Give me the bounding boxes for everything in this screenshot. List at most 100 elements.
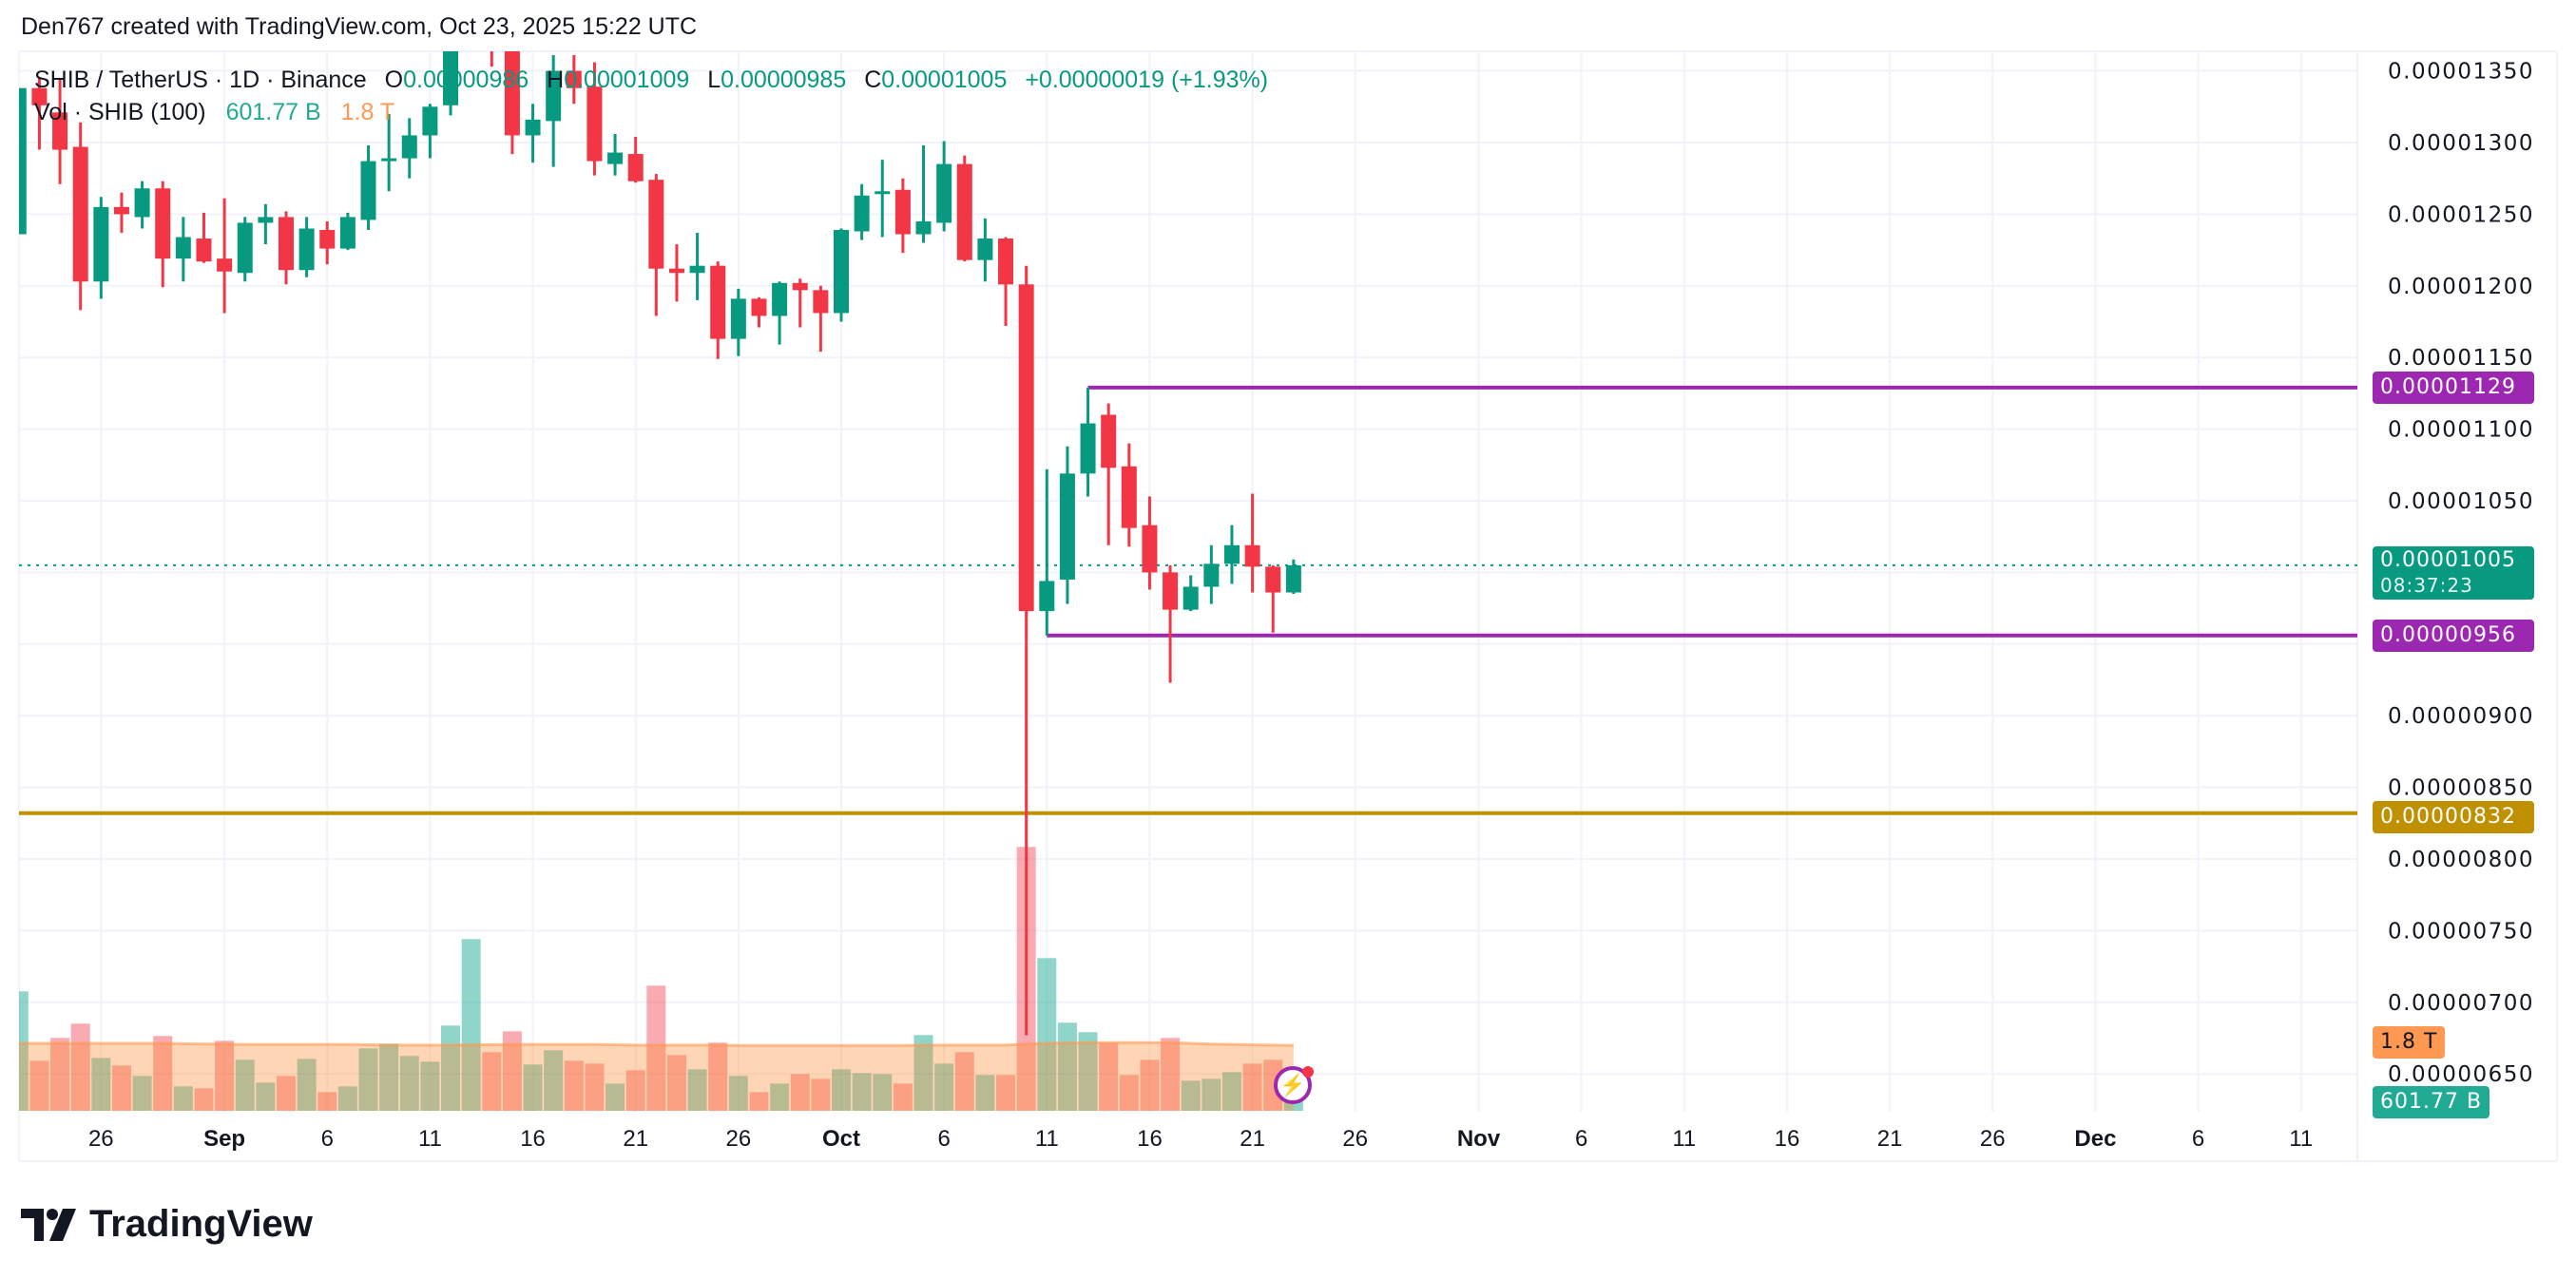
candle-body: [52, 112, 68, 150]
candle-body: [443, 51, 459, 105]
close-value: 0.00001005: [881, 67, 1008, 93]
volume-ma-line: [19, 1040, 1294, 1047]
candle: [93, 197, 109, 299]
candle: [525, 104, 541, 163]
time-tick-label: 6: [321, 1126, 334, 1152]
candle: [1223, 525, 1240, 584]
grid: [18, 50, 2558, 1162]
candle: [1039, 468, 1055, 636]
volume-axis-label: 601.77 B: [2373, 1086, 2490, 1118]
volume-bar: [749, 1092, 769, 1111]
time-axis[interactable]: 26 Sep 6 11 16 21 26 Oct 6 11 16 21 26 Nov 6 11 16 21 26 De…: [88, 1126, 2313, 1152]
candle: [1101, 403, 1117, 545]
candle-body: [772, 282, 788, 316]
volume-bar: [111, 1065, 131, 1111]
time-tick-label: 26: [1980, 1126, 2006, 1152]
candle: [196, 212, 212, 263]
time-tick-label: 16: [1137, 1126, 1163, 1152]
candle: [915, 145, 932, 243]
symbol-title[interactable]: SHIB / TetherUS · 1D · Binance: [34, 67, 367, 93]
candle-body: [1059, 473, 1075, 580]
volume-bar: [194, 1088, 214, 1111]
candle-body: [31, 87, 48, 105]
time-tick-label: 6: [1575, 1126, 1587, 1152]
price-tick-label: 0.00001150: [2388, 346, 2534, 371]
price-tick-label: 0.00000850: [2388, 776, 2534, 801]
volume-value: 601.77 B: [225, 99, 321, 125]
volume-bar: [1078, 1032, 1098, 1111]
time-tick-label: 16: [1775, 1126, 1800, 1152]
candle: [607, 133, 624, 176]
price-axis[interactable]: 0.00001350 0.00001300 0.00001250 0.00001200…: [2388, 60, 2534, 1088]
candle-body: [915, 220, 932, 235]
volume-bar: [502, 1031, 522, 1111]
horizontal-levels[interactable]: [19, 385, 2357, 815]
candle-body: [1018, 284, 1034, 612]
volume-bar: [276, 1076, 296, 1111]
volume-bar: [544, 1050, 564, 1111]
support-price-label: 0.00000956: [2373, 619, 2534, 652]
high-label: H: [547, 67, 565, 93]
price-tick-label: 0.00000750: [2388, 919, 2534, 944]
candle: [1080, 387, 1096, 497]
candle: [834, 228, 849, 322]
candle-body: [648, 180, 664, 269]
time-tick-label: Sep: [203, 1126, 245, 1152]
candle-body: [1163, 572, 1179, 610]
open-label: O: [384, 67, 404, 93]
low-value: 0.00000985: [721, 67, 847, 93]
candle-body: [730, 298, 746, 339]
candle: [668, 244, 684, 302]
volume-bar: [646, 985, 666, 1111]
volume-bar: [523, 1064, 543, 1111]
price-tick-label: 0.00001350: [2388, 60, 2534, 85]
volume-bar: [585, 1063, 605, 1111]
volume-title[interactable]: Vol · SHIB (100): [34, 99, 206, 125]
volume-bar: [1161, 1038, 1181, 1111]
alert-lightning-icon[interactable]: ⚡: [1274, 1066, 1314, 1104]
volume-bar: [461, 939, 481, 1111]
volume-ma-area: [19, 1042, 1294, 1111]
volume-legend: Vol · SHIB (100) 601.77 B 1.8 T: [34, 99, 394, 126]
notification-dot: [1302, 1066, 1314, 1078]
close-label: C: [864, 67, 882, 93]
volume-bar: [1201, 1079, 1221, 1111]
candle-body: [464, 0, 479, 35]
candle-body: [998, 239, 1014, 285]
candle: [648, 174, 664, 316]
volume-bar: [132, 1076, 152, 1111]
time-tick-label: 6: [2192, 1126, 2204, 1152]
time-tick-label: 26: [1342, 1126, 1368, 1152]
candle-body: [751, 298, 767, 316]
price-tick-label: 0.00001100: [2388, 418, 2534, 443]
candle-body: [1121, 466, 1137, 528]
candle: [977, 218, 993, 282]
volume-bar: [173, 1086, 193, 1111]
candle-body: [1080, 423, 1096, 474]
candle: [339, 212, 356, 251]
candle-body: [586, 86, 603, 162]
tradingview-watermark: TradingView: [21, 1203, 313, 1246]
candle-body: [854, 195, 870, 232]
candle: [217, 198, 233, 314]
current-price: 0.00001005: [2380, 547, 2516, 572]
volume-bar: [687, 1069, 707, 1111]
resistance-price-label: 0.00001129: [2373, 371, 2534, 404]
candle-body: [525, 119, 541, 136]
time-tick-label: 11: [418, 1126, 442, 1152]
volume-bar: [1221, 1072, 1241, 1111]
candle: [134, 181, 150, 229]
volume-bar: [50, 1038, 70, 1111]
time-tick-label: Oct: [822, 1126, 860, 1152]
volume-bar: [19, 991, 29, 1111]
bar-countdown: 08:37:23: [2380, 573, 2473, 597]
time-tick-label: 26: [725, 1126, 751, 1152]
candle: [113, 192, 129, 234]
candle: [710, 261, 726, 359]
candles: [19, 0, 1301, 1036]
candle-body: [258, 217, 274, 223]
volume-bar: [379, 1043, 399, 1111]
volume-bar: [975, 1075, 995, 1111]
candle-body: [484, 0, 499, 30]
